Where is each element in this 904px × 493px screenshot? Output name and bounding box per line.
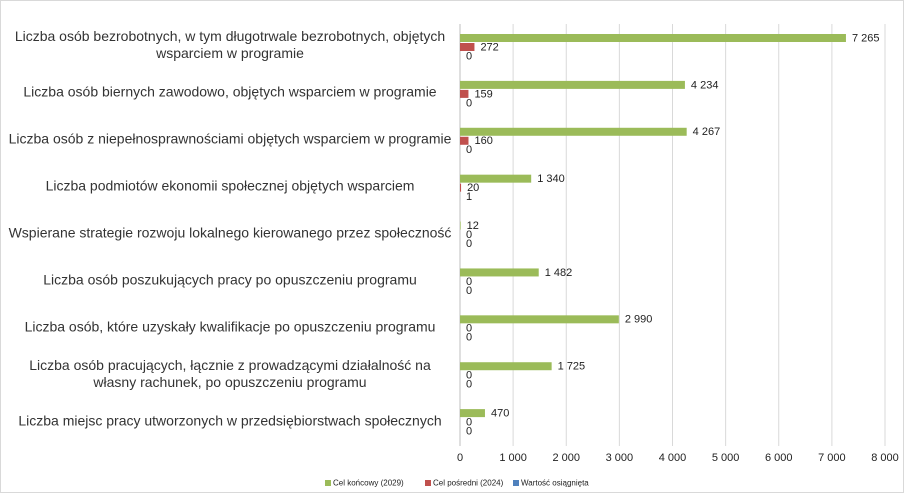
bar — [460, 362, 552, 371]
legend-swatch — [325, 480, 331, 486]
value-label: 1 340 — [537, 173, 565, 185]
legend-swatch — [513, 480, 519, 486]
bar — [460, 315, 619, 324]
bar — [460, 221, 461, 230]
bar — [460, 174, 532, 183]
legend-label: Cel końcowy (2029) — [333, 479, 404, 488]
bar — [460, 136, 469, 145]
x-tick-label: 3 000 — [606, 452, 634, 464]
bar — [460, 80, 685, 89]
bar — [460, 34, 846, 42]
bar — [460, 89, 469, 98]
value-label: 0 — [466, 379, 472, 391]
value-label: 20 — [467, 182, 479, 194]
value-label: 0 — [466, 97, 472, 109]
value-label: 0 — [466, 370, 472, 382]
category-label: Liczba osób z niepełnosprawnościami obję… — [8, 130, 452, 147]
category-label: Wspierane strategie rozwoju lokalnego ki… — [8, 224, 452, 241]
category-label: Liczba osób poszukujących pracy po opusz… — [43, 271, 417, 288]
value-label: 0 — [466, 426, 472, 438]
value-label: 0 — [466, 50, 472, 62]
value-label: 0 — [466, 144, 472, 156]
legend-label: Cel pośredni (2024) — [433, 479, 504, 488]
value-label: 1 482 — [545, 267, 573, 279]
bar — [460, 183, 462, 192]
value-label: 0 — [466, 229, 472, 241]
value-label: 0 — [466, 276, 472, 288]
category-label: Liczba miejsc pracy utworzonych w przeds… — [18, 412, 442, 429]
value-label: 1 725 — [558, 361, 586, 373]
category-label: Liczba osób biernych zawodowo, objętych … — [23, 83, 437, 100]
bar — [460, 268, 539, 277]
value-label: 0 — [466, 417, 472, 429]
value-label: 0 — [466, 285, 472, 297]
bar — [460, 409, 485, 418]
x-tick-label: 2 000 — [552, 452, 580, 464]
legend-label: Wartość osiągnięta — [521, 479, 589, 488]
value-label: 0 — [466, 323, 472, 335]
x-tick-label: 7 000 — [818, 452, 846, 464]
value-label: 12 — [467, 220, 479, 232]
category-label: Liczba osób, które uzyskały kwalifikacje… — [24, 318, 436, 335]
x-tick-label: 4 000 — [659, 452, 687, 464]
x-tick-label: 6 000 — [765, 452, 793, 464]
x-tick-label: 8 000 — [871, 452, 899, 464]
value-label: 1 — [466, 191, 472, 203]
value-label: 159 — [474, 88, 492, 100]
x-tick-label: 5 000 — [712, 452, 740, 464]
value-label: 4 267 — [693, 126, 721, 138]
bar — [460, 43, 475, 51]
value-label: 470 — [491, 408, 509, 420]
value-label: 0 — [466, 332, 472, 344]
value-label: 7 265 — [852, 32, 880, 44]
category-label: Liczba podmiotów ekonomii społecznej obj… — [45, 177, 415, 194]
value-label: 4 234 — [691, 79, 719, 91]
category-label: Liczba osób pracujących, łącznie z prowa… — [29, 356, 431, 390]
legend-swatch — [425, 480, 431, 486]
value-label: 160 — [475, 135, 493, 147]
category-label: Liczba osób bezrobotnych, w tym długotrw… — [14, 28, 446, 62]
value-label: 2 990 — [625, 314, 653, 326]
x-tick-label: 1 000 — [499, 452, 527, 464]
bar — [460, 127, 687, 136]
value-label: 0 — [466, 238, 472, 250]
x-tick-label: 0 — [457, 452, 463, 464]
value-label: 272 — [480, 41, 498, 53]
